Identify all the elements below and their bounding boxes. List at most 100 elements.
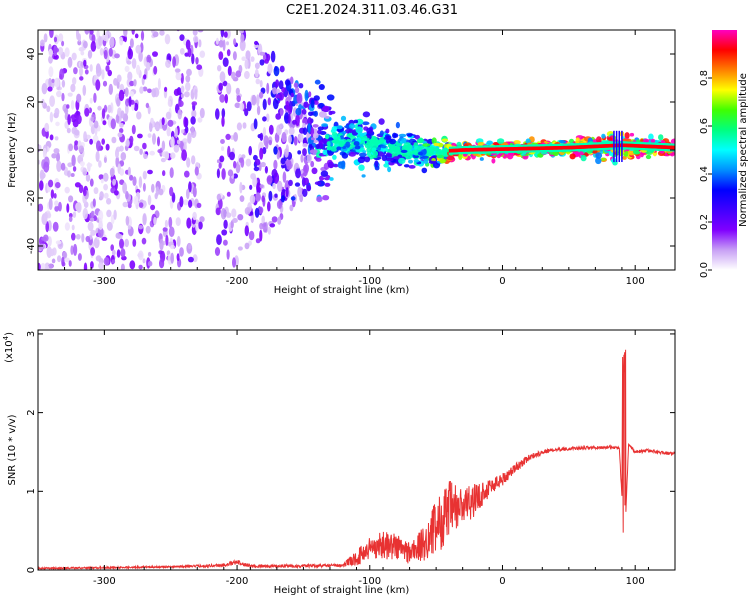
- carrier-core: [559, 146, 561, 150]
- spectrogram-cell: [462, 153, 468, 157]
- spectrogram-cell: [340, 115, 347, 122]
- spectrogram-cell: [285, 187, 289, 198]
- spectrogram-cell: [119, 122, 124, 128]
- spectrogram-cell: [240, 33, 245, 43]
- carrier-core: [469, 148, 471, 152]
- carrier-core: [650, 144, 653, 149]
- carrier-core: [518, 146, 521, 151]
- spectrogram-cell: [153, 65, 158, 75]
- spectrogram-cell: [378, 118, 385, 125]
- spectrogram-cell: [239, 30, 244, 34]
- spectrogram-cell: [53, 193, 57, 199]
- spectrogram-cell: [249, 184, 253, 190]
- carrier-core: [501, 147, 504, 151]
- spectrogram-cell: [62, 251, 68, 259]
- spectrogram-cell: [184, 170, 190, 178]
- spectrogram-cell: [68, 195, 74, 203]
- spectrogram-cell: [267, 201, 271, 212]
- spectrogram-cell: [274, 193, 278, 198]
- carrier-core: [564, 145, 566, 150]
- spectrogram-cell: [595, 152, 603, 159]
- spectrogram-cell: [239, 102, 245, 111]
- spectrogram-cell: [93, 74, 97, 84]
- spectrogram-cell: [632, 149, 640, 155]
- spectrogram-cell: [97, 226, 104, 238]
- carrier-core: [611, 143, 614, 148]
- carrier-core: [505, 147, 508, 151]
- spectrogram-cell: [142, 182, 146, 192]
- spectrogram-cell: [225, 133, 231, 140]
- carrier-core: [646, 144, 649, 149]
- spectrogram-cell: [127, 225, 131, 230]
- bottom-ytick-label: 1: [26, 488, 37, 494]
- spectrogram-cell: [111, 259, 116, 264]
- spectrogram-cell: [92, 198, 96, 207]
- carrier-core: [484, 147, 486, 152]
- spectrogram-cell: [119, 238, 124, 249]
- spectrogram-cell: [648, 133, 654, 141]
- carrier-core: [461, 148, 464, 152]
- spectrogram-cell: [135, 188, 141, 194]
- spectrogram-cell: [312, 124, 319, 128]
- spectrogram-cell: [161, 117, 165, 126]
- spectrogram-cell: [103, 157, 107, 163]
- spectrogram-cell: [376, 147, 382, 151]
- spectrogram-cell: [90, 41, 97, 52]
- carrier-core: [534, 146, 536, 151]
- spectrogram-cell: [185, 75, 191, 83]
- spectrogram-cell: [268, 139, 272, 146]
- spectrogram-cell: [146, 62, 151, 71]
- top-xlabel: Height of straight line (km): [274, 285, 410, 296]
- spectrogram-cell: [387, 148, 393, 153]
- carrier-core: [516, 147, 519, 151]
- spectrogram-cell: [371, 147, 377, 152]
- spectrogram-cell: [254, 158, 261, 166]
- spectrogram-cell: [332, 154, 337, 160]
- spectrogram-cell: [56, 90, 62, 98]
- spectrogram-cell: [43, 161, 50, 173]
- carrier-core: [455, 148, 457, 153]
- spectrogram-cell: [290, 92, 295, 98]
- spectrogram-cell: [101, 108, 106, 119]
- spectrogram-cell: [398, 157, 406, 164]
- spectrogram-cell: [160, 157, 166, 163]
- spectrogram-cell: [125, 190, 129, 200]
- spectrogram-cell: [326, 141, 331, 147]
- spectrogram-cell: [408, 159, 413, 164]
- carrier-core: [538, 146, 540, 151]
- top-xtick-label: 100: [626, 276, 645, 287]
- spectrogram-cell: [338, 140, 345, 148]
- spectrogram-cell: [304, 89, 309, 102]
- spectrogram-cell: [187, 132, 192, 144]
- spectrogram-cell: [311, 167, 318, 175]
- spectrogram-cell: [267, 97, 271, 106]
- carrier-core: [629, 143, 631, 148]
- colorbar-tick-label: 0.4: [699, 166, 710, 182]
- bottom-ytick-label: 0: [26, 567, 37, 573]
- spectrogram-cell: [309, 149, 318, 154]
- spectrogram-cell: [138, 50, 143, 62]
- carrier-core: [499, 147, 501, 151]
- spectrogram-cell: [226, 249, 230, 260]
- bottom-ytick-label: 3: [26, 331, 37, 337]
- carrier-core: [637, 144, 640, 148]
- spectrogram-cell: [136, 111, 142, 120]
- carrier-core: [477, 147, 480, 152]
- spectrogram-cell: [315, 143, 320, 150]
- carrier-core: [562, 145, 564, 150]
- spectrogram-cells: [38, 30, 675, 270]
- spectrogram-cell: [658, 134, 664, 141]
- carrier-core: [654, 144, 656, 149]
- spectrogram-cell: [90, 217, 95, 222]
- spectrogram-cell: [172, 56, 177, 68]
- spectrogram-cell: [219, 155, 225, 163]
- spectrogram-cell: [164, 86, 168, 92]
- spectrogram-cell: [310, 99, 315, 109]
- spectrogram-cell: [234, 102, 241, 109]
- spectrogram-cell: [173, 88, 180, 96]
- spectrogram-cell: [134, 33, 139, 39]
- spectrogram-cell: [137, 133, 143, 139]
- spectrogram-cell: [221, 168, 226, 180]
- carrier-core: [578, 145, 580, 149]
- carrier-core: [670, 145, 673, 150]
